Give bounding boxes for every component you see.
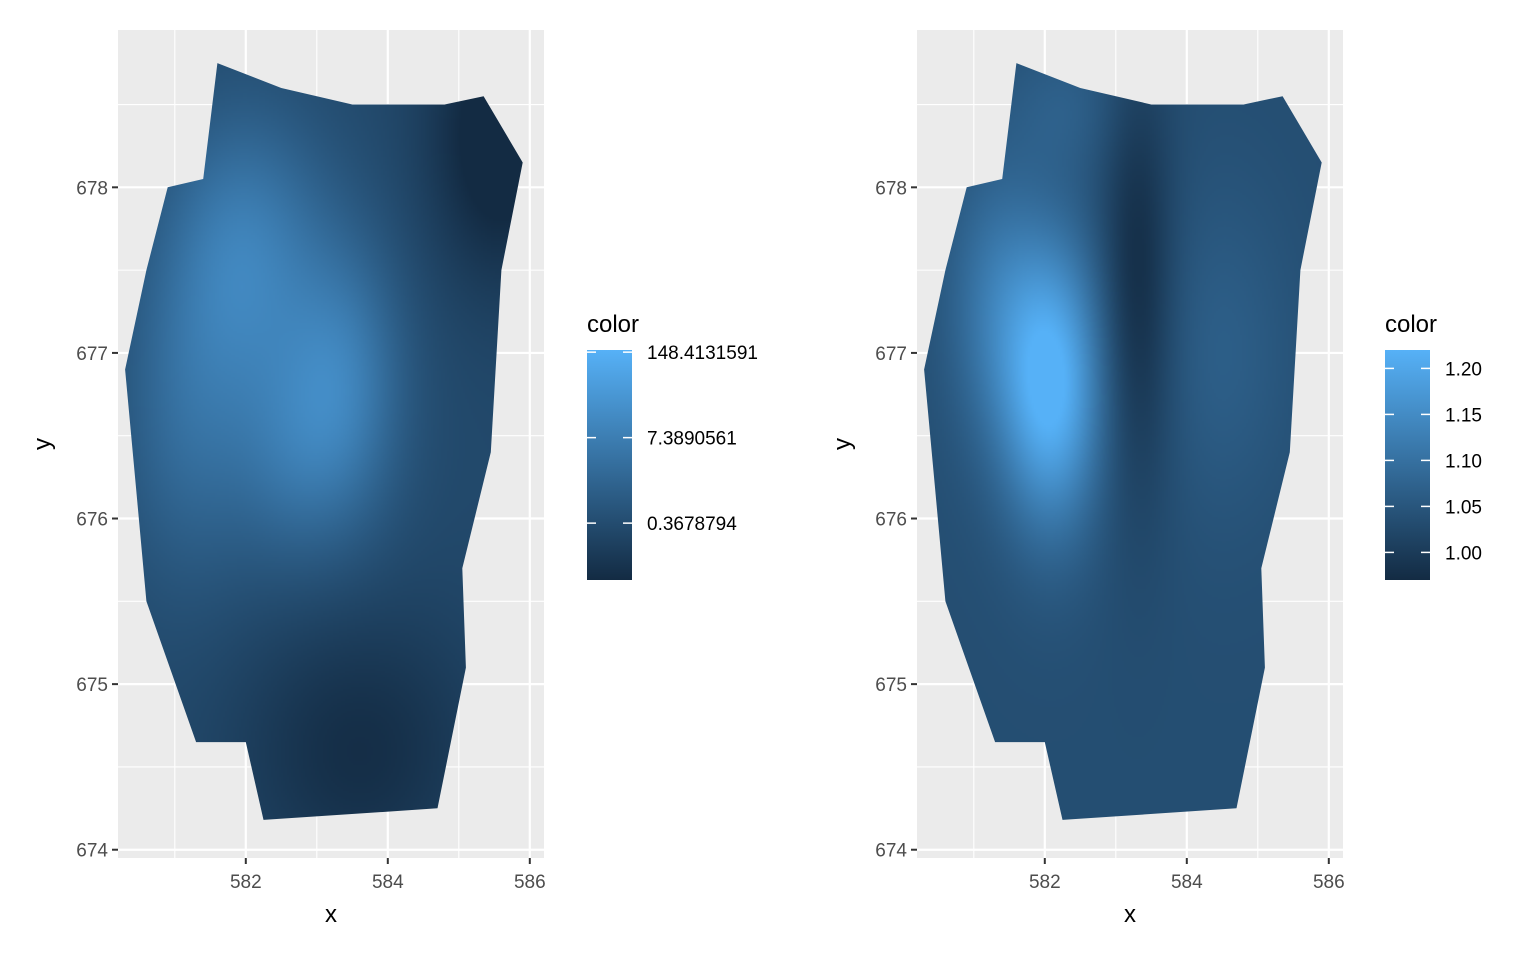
legend-colorbar [587, 350, 632, 580]
x-tick-label: 582 [230, 872, 262, 893]
legend-break-label: 7.3890561 [647, 429, 737, 450]
left-heatmap [125, 63, 523, 820]
right-legend-breaks: 1.20 1.15 1.10 1.05 1.00 [1385, 359, 1482, 564]
left-x-axis-title: x [325, 901, 337, 928]
x-tick-label: 586 [1313, 872, 1345, 893]
y-tick-label: 674 [76, 841, 108, 862]
y-tick-label: 677 [76, 344, 108, 365]
left-axes: 582 584 586 674 675 676 677 678 [76, 178, 545, 893]
right-y-axis-title: y [829, 438, 856, 450]
x-tick-label: 582 [1029, 872, 1061, 893]
right-legend: color 1.20 1.15 1.10 1.05 1.00 [1385, 311, 1482, 580]
right-axes: 582 584 586 674 675 676 677 678 [875, 178, 1344, 893]
y-tick-label: 677 [875, 344, 907, 365]
legend-break-label: 1.05 [1445, 497, 1482, 518]
left-legend-breaks: 148.4131591 7.3890561 0.3678794 [587, 343, 758, 535]
left-legend-bar [587, 350, 632, 580]
right-legend-title: color [1385, 311, 1437, 338]
left-legend-title: color [587, 311, 639, 338]
legend-break-label: 1.15 [1445, 405, 1482, 426]
y-tick-label: 674 [875, 841, 907, 862]
y-tick-label: 675 [76, 675, 108, 696]
legend-break-label: 1.10 [1445, 451, 1482, 472]
y-tick-label: 678 [875, 178, 907, 199]
right-heatmap [924, 63, 1322, 820]
legend-break-label: 1.20 [1445, 359, 1482, 380]
y-tick-label: 676 [76, 510, 108, 531]
y-tick-label: 678 [76, 178, 108, 199]
y-tick-label: 676 [875, 510, 907, 531]
legend-break-label: 0.3678794 [647, 514, 737, 535]
legend-break-label: 148.4131591 [647, 343, 758, 364]
left-chart: 582 584 586 674 675 676 677 678 x y color 148.4… [29, 30, 758, 928]
left-y-axis-title: y [29, 438, 56, 450]
heatmap-raster [125, 63, 523, 820]
right-legend-bar [1385, 350, 1430, 580]
left-legend: color 148.4131591 7.3890561 0.3678794 [587, 311, 758, 580]
legend-break-label: 1.00 [1445, 543, 1482, 564]
legend-colorbar [1385, 350, 1430, 580]
x-tick-label: 584 [372, 872, 404, 893]
y-tick-label: 675 [875, 675, 907, 696]
x-tick-label: 586 [514, 872, 546, 893]
x-tick-label: 584 [1171, 872, 1203, 893]
heatmap-raster [924, 63, 1322, 820]
right-x-axis-title: x [1124, 901, 1136, 928]
